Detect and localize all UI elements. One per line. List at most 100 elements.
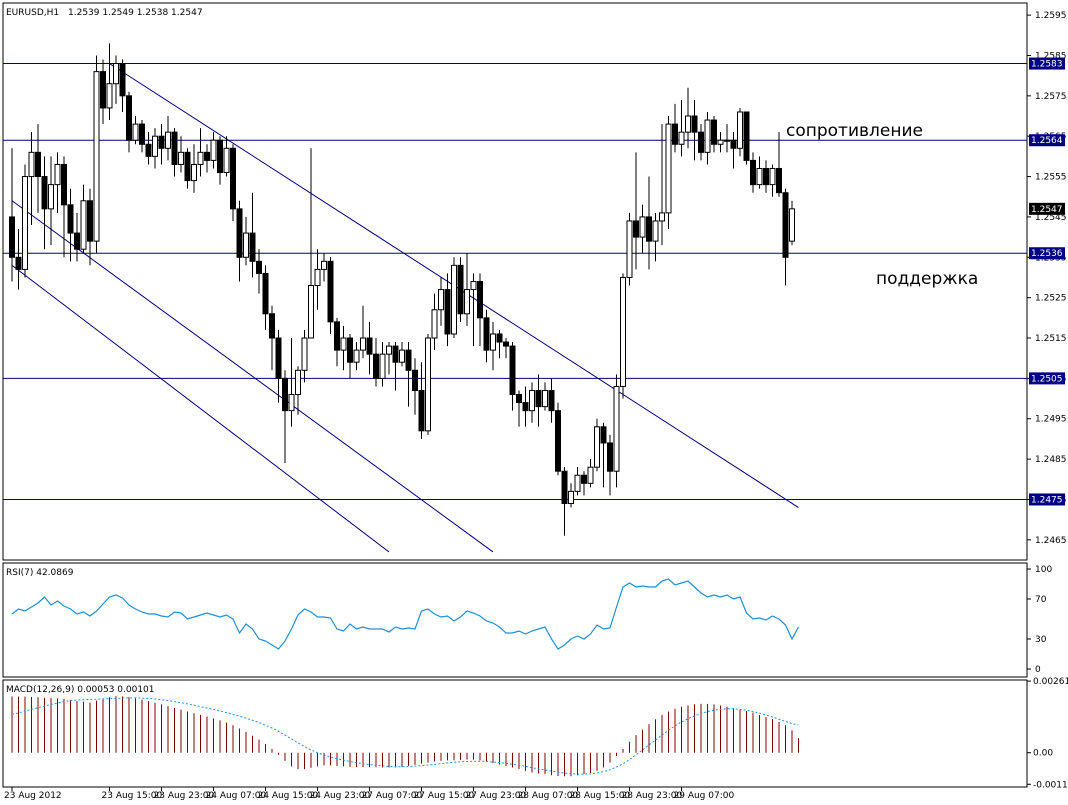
candle-body-bull (789, 208, 795, 242)
candle-68 (451, 257, 457, 339)
candle-91 (600, 422, 607, 488)
rsi-ytick-label-1: 70 (1035, 595, 1047, 605)
candle-body-bull (22, 176, 28, 270)
price-panel-frame (2, 2, 1028, 561)
candle-body-bull (626, 220, 633, 278)
candle-100 (659, 124, 665, 246)
candle-70 (464, 253, 470, 326)
candle-body-bull (191, 163, 197, 182)
candle-body-bull (314, 268, 321, 287)
candle-75 (496, 329, 503, 359)
candle-51 (340, 325, 347, 371)
candle-107 (704, 111, 711, 165)
candle-69 (457, 257, 464, 322)
candle-body-bull (301, 337, 308, 371)
candle-18 (126, 91, 132, 153)
candle-24 (165, 116, 171, 161)
xtick-label-8: 27 Aug 23:00 (466, 791, 527, 801)
candle-92 (607, 434, 613, 496)
candle-body-bull (106, 83, 113, 109)
candle-body-bear (405, 349, 412, 371)
macd-panel[interactable] (11, 696, 799, 777)
level-label-bg-0 (1029, 57, 1065, 70)
candle-88 (581, 471, 587, 496)
price-ytick-label-11: 1.2485 (1035, 455, 1067, 465)
candle-body-bear (275, 337, 282, 379)
candle-body-bear (126, 95, 132, 141)
macd-signal-line (11, 697, 799, 775)
candle-body-bull (178, 151, 184, 165)
candle-66 (438, 277, 444, 326)
candle-body-bull (28, 151, 35, 178)
candle-73 (483, 309, 490, 363)
candle-27 (184, 148, 191, 189)
candle-47 (314, 249, 321, 310)
axes: 1.25951.25851.25751.25651.25551.25451.25… (4, 11, 1068, 801)
candle-body-bull (132, 123, 139, 141)
candle-110 (724, 124, 730, 153)
candle-body-bull (386, 345, 392, 355)
candle-0 (9, 148, 15, 282)
candle-body-bear (236, 208, 243, 258)
candle-58 (386, 342, 392, 375)
candle-40 (269, 305, 275, 371)
candle-31 (210, 132, 217, 169)
candle-29 (197, 128, 204, 177)
xtick-label-12: 29 Aug 07:00 (674, 791, 735, 801)
candle-81 (535, 374, 542, 427)
candle-35 (236, 200, 243, 282)
candle-body-bear (217, 139, 223, 174)
price-ytick-label-13: 1.2465 (1035, 536, 1067, 546)
current-price-label: 1.2547 (1031, 205, 1063, 215)
candle-112 (737, 107, 743, 157)
candle-body-bear (67, 204, 74, 234)
candle-7 (54, 152, 61, 213)
candle-50 (334, 317, 340, 367)
candle-71 (470, 273, 477, 347)
candle-body-bear (158, 135, 165, 149)
price-ytick-label-0: 1.2595 (1035, 11, 1067, 21)
candle-body-bear (535, 389, 542, 408)
candle-116 (763, 160, 769, 193)
candle-body-bull (438, 289, 444, 311)
candle-body-bull (48, 184, 54, 210)
candle-80 (529, 382, 535, 423)
candle-body-bull (659, 212, 665, 222)
level-label-bg-3 (1029, 372, 1065, 385)
candle-body-bull (308, 285, 314, 339)
price-ytick-label-1: 1.2585 (1035, 51, 1067, 61)
rsi-panel[interactable] (11, 578, 800, 650)
candle-body-bear (477, 281, 483, 319)
candle-37 (249, 192, 256, 278)
candle-111 (730, 132, 737, 169)
candle-body-bear (691, 115, 698, 133)
xtick-label-3: 24 Aug 07:00 (206, 791, 267, 801)
candle-96 (633, 152, 639, 270)
candle-body-bull (737, 111, 743, 149)
candle-44 (295, 366, 301, 415)
macd-ytick-label-1: 0.00 (1033, 749, 1053, 759)
candle-body-bear (444, 289, 451, 335)
candle-body-bear (763, 167, 769, 186)
price-ytick-label-4: 1.2555 (1035, 173, 1067, 183)
candle-body-bear (269, 313, 275, 339)
candle-14 (100, 59, 106, 125)
candle-42 (282, 370, 288, 464)
candle-body-bull (490, 333, 496, 351)
candle-12 (87, 188, 93, 266)
price-ytick-label-7: 1.2525 (1035, 294, 1067, 304)
candle-body-bear (646, 216, 652, 242)
price-panel[interactable] (3, 43, 1027, 553)
candle-body-bear (204, 151, 210, 161)
candle-body-bull (620, 276, 626, 387)
candle-21 (145, 132, 152, 165)
xtick-label-5: 24 Aug 23:00 (310, 791, 371, 801)
candle-body-bull (431, 309, 438, 339)
xtick-label-1: 23 Aug 15:00 (102, 791, 163, 801)
candle-41 (275, 329, 282, 403)
candle-33 (223, 136, 230, 177)
candle-67 (444, 273, 451, 347)
candle-body-bull (210, 139, 217, 161)
